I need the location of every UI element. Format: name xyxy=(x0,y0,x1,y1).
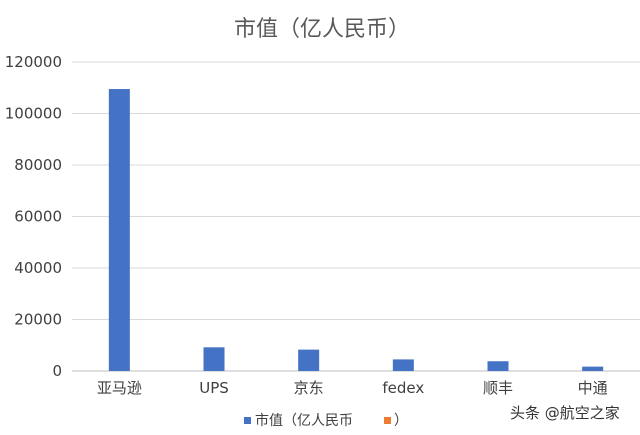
y-tick-label: 20000 xyxy=(14,311,62,329)
x-tick-label: UPS xyxy=(199,379,229,397)
bar-market-cap xyxy=(487,361,509,371)
y-tick-label: 120000 xyxy=(5,53,62,71)
y-tick-label: 80000 xyxy=(14,156,62,174)
chart-title: 市值（亿人民币） xyxy=(234,17,410,42)
x-tick-label: fedex xyxy=(382,379,424,397)
bar-market-cap xyxy=(392,359,414,371)
legend-label-market-cap: 市值（亿人民币 xyxy=(255,412,353,429)
gridlines xyxy=(72,61,640,372)
watermark-text: 头条 @航空之家 xyxy=(510,404,620,422)
bar-market-cap xyxy=(582,366,604,371)
y-tick-label: 40000 xyxy=(14,259,62,277)
x-tick-label: 顺丰 xyxy=(483,379,513,397)
bars xyxy=(108,89,604,371)
legend: 市值（亿人民币 ） xyxy=(244,412,408,429)
bar-market-cap xyxy=(203,347,225,371)
y-tick-label: 0 xyxy=(52,362,62,380)
y-axis-tick-labels: 0 20000 40000 60000 80000 100000 120000 xyxy=(5,53,62,380)
y-tick-label: 60000 xyxy=(14,208,62,226)
x-tick-label: 京东 xyxy=(294,379,324,397)
legend-swatch-second-series xyxy=(384,417,391,424)
legend-swatch-market-cap xyxy=(244,417,251,424)
y-tick-label: 100000 xyxy=(5,105,62,123)
x-tick-label: 中通 xyxy=(578,379,608,397)
bar-market-cap xyxy=(108,89,130,371)
watermark: 头条 @航空之家 xyxy=(502,398,636,428)
legend-label-second-series: ） xyxy=(394,413,408,429)
x-axis-tick-labels: 亚马逊 UPS 京东 fedex 顺丰 中通 xyxy=(97,379,608,397)
x-tick-label: 亚马逊 xyxy=(97,379,142,397)
bar-market-cap xyxy=(298,349,320,371)
watermark-background xyxy=(502,398,636,428)
